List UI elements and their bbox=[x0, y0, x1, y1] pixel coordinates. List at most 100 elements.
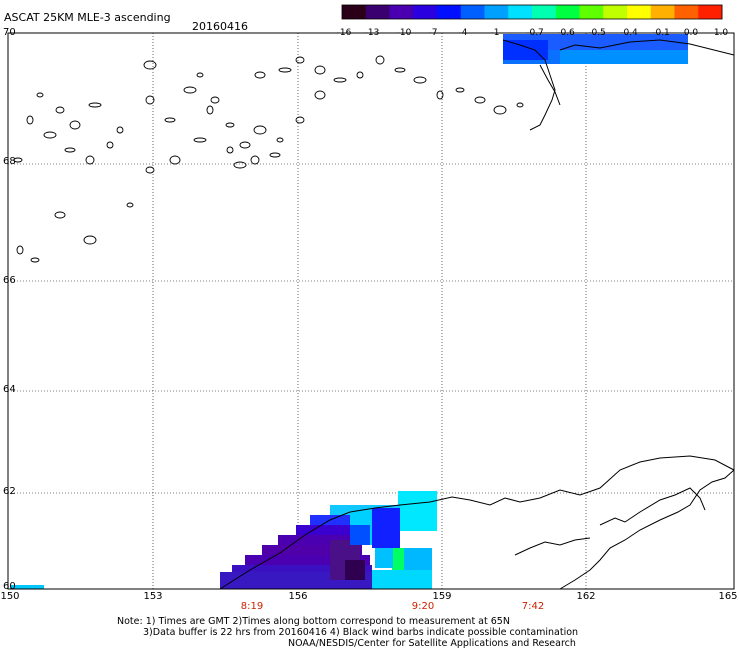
lake-contour bbox=[116, 126, 124, 134]
colorbar-swatch bbox=[674, 5, 699, 19]
lake-contour bbox=[64, 147, 76, 153]
cb-tick-12: 1.0 bbox=[713, 28, 729, 38]
lat-label-70: 70 bbox=[3, 27, 16, 38]
swath-cell bbox=[232, 565, 372, 575]
lake-contour bbox=[36, 92, 44, 98]
swath-cell bbox=[375, 548, 393, 568]
lon-label-150: 150 bbox=[0, 591, 20, 602]
colorbar-swatch bbox=[579, 5, 604, 19]
colorbar-swatch bbox=[532, 5, 557, 19]
lake-contour bbox=[43, 131, 57, 139]
lake-contour bbox=[413, 76, 427, 84]
lon-label-165: 165 bbox=[718, 591, 738, 602]
swath-cell bbox=[350, 525, 370, 545]
coastline-north-east bbox=[559, 39, 735, 56]
cb-tick-1: -13 bbox=[364, 28, 380, 38]
map-date: 20160416 bbox=[192, 20, 248, 33]
lake-contour bbox=[516, 102, 524, 108]
lat-label-66: 66 bbox=[3, 275, 16, 286]
lat-lon-grid bbox=[8, 33, 734, 589]
colorbar-swatch bbox=[389, 5, 414, 19]
lake-contour bbox=[436, 90, 444, 100]
swath-cell bbox=[10, 585, 44, 589]
lake-contour bbox=[30, 257, 40, 263]
cb-tick-11: 0.0 bbox=[683, 28, 699, 38]
colorbar-swatch bbox=[603, 5, 628, 19]
map-frame bbox=[7, 32, 735, 590]
lake-contour bbox=[314, 65, 326, 75]
lake-contour bbox=[69, 120, 81, 130]
river-outline bbox=[539, 64, 561, 106]
lake-contour bbox=[269, 152, 281, 158]
lake-contour bbox=[278, 67, 292, 73]
lake-contour bbox=[26, 115, 34, 125]
lon-label-153: 153 bbox=[143, 591, 163, 602]
lake-contour bbox=[333, 77, 347, 83]
lake-contour bbox=[126, 202, 134, 208]
cb-tick-10: -0.1 bbox=[652, 28, 670, 38]
colorbar bbox=[341, 4, 723, 20]
lake-contour bbox=[183, 86, 197, 94]
lake-contour bbox=[295, 56, 305, 64]
lon-label-156: 156 bbox=[288, 591, 308, 602]
lake-contour bbox=[16, 245, 24, 255]
pass-time-2: 9:20 bbox=[411, 601, 435, 612]
lon-label-159: 159 bbox=[432, 591, 452, 602]
lake-contour bbox=[254, 71, 266, 79]
swath-cell bbox=[503, 40, 548, 60]
swath-cell bbox=[345, 560, 365, 580]
lake-contour bbox=[145, 95, 155, 105]
colorbar-swatch bbox=[650, 5, 675, 19]
cb-tick-3: -7 bbox=[428, 28, 438, 38]
coastline-inner bbox=[599, 487, 706, 526]
swath-cell bbox=[404, 548, 432, 570]
colorbar-swatch bbox=[342, 5, 367, 19]
lat-label-68: 68 bbox=[3, 156, 16, 167]
lake-contour bbox=[474, 96, 486, 104]
cb-tick-0: -16 bbox=[336, 28, 352, 38]
lat-label-64: 64 bbox=[3, 384, 16, 395]
lake-contour bbox=[455, 87, 465, 93]
lake-contour bbox=[145, 166, 155, 174]
lake-contour bbox=[106, 141, 114, 149]
cb-tick-2: -10 bbox=[396, 28, 412, 38]
lake-contour bbox=[394, 67, 406, 73]
swath-cell bbox=[392, 548, 404, 570]
lake-contour bbox=[276, 137, 284, 143]
coastline bbox=[13, 39, 735, 590]
lake-contour bbox=[196, 72, 204, 78]
coastline-north bbox=[502, 39, 556, 131]
lake-contour bbox=[206, 105, 214, 115]
swath-data bbox=[10, 34, 688, 589]
lake-contour bbox=[169, 155, 181, 165]
lat-label-62: 62 bbox=[3, 486, 16, 497]
swath-cell bbox=[503, 34, 688, 50]
cb-tick-7: -0.6 bbox=[557, 28, 575, 38]
footer-note-1: Note: 1) Times are GMT 2)Times along bot… bbox=[117, 616, 510, 627]
lake-contour bbox=[83, 235, 97, 245]
colorbar-frame bbox=[341, 4, 723, 20]
swath-cell bbox=[372, 570, 432, 589]
lake-contour bbox=[295, 116, 305, 124]
swath-cell bbox=[372, 508, 400, 548]
swath-cell bbox=[560, 50, 688, 64]
cb-tick-6: -0.7 bbox=[526, 28, 544, 38]
lake-contour bbox=[493, 105, 507, 115]
map-title: ASCAT 25KM MLE-3 ascending bbox=[4, 11, 171, 24]
colorbar-swatch bbox=[508, 5, 533, 19]
cb-tick-5: -1 bbox=[490, 28, 500, 38]
lake-contour bbox=[13, 157, 23, 163]
colorbar-swatch bbox=[413, 5, 438, 19]
lake-contour bbox=[54, 211, 66, 219]
lake-contour bbox=[210, 96, 220, 104]
coastline-south bbox=[219, 455, 735, 590]
lake-contour bbox=[226, 146, 234, 154]
lat-label-60: 60 bbox=[3, 581, 16, 592]
lake-contour bbox=[253, 125, 267, 135]
lake-contour bbox=[55, 106, 65, 114]
lake-contour bbox=[193, 137, 207, 143]
swath-cell bbox=[398, 491, 437, 531]
lake-contour bbox=[375, 55, 385, 65]
coastline-peninsula bbox=[559, 469, 735, 590]
